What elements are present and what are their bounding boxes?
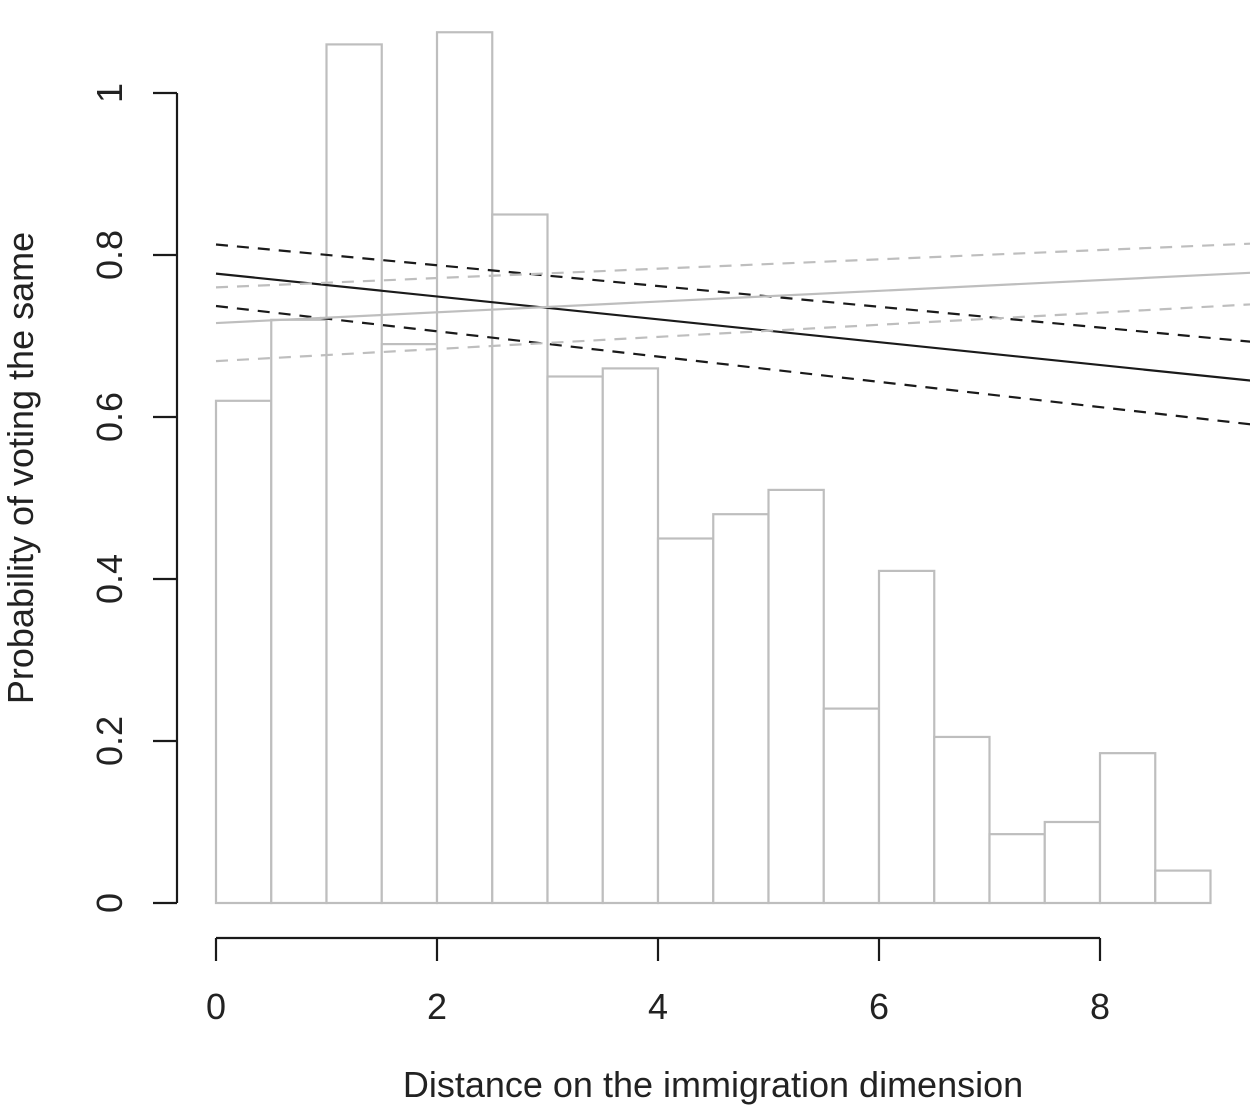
regression-lines	[215, 242, 1250, 426]
histogram-bar	[712, 513, 770, 905]
histogram-bar	[1154, 869, 1212, 905]
histogram-bar	[435, 31, 494, 905]
y-tick-label: 0	[89, 893, 130, 913]
histogram-bar	[491, 213, 549, 905]
fit-line	[215, 271, 1250, 325]
x-tick-label: 6	[869, 986, 889, 1027]
histogram-bar	[1043, 820, 1102, 905]
histogram-bar	[877, 569, 936, 905]
x-axis: 0 2 4 6 8	[206, 936, 1110, 1027]
x-tick-label: 0	[206, 986, 226, 1027]
histogram-bar	[325, 43, 383, 905]
ci-line	[215, 303, 1250, 363]
histogram-bar	[380, 343, 439, 905]
ci-line	[215, 242, 1250, 289]
y-axis-title: Probability of voting the same	[0, 232, 41, 704]
histogram-bar	[601, 367, 660, 905]
x-axis-title: Distance on the immigration dimension	[403, 1064, 1023, 1105]
histogram-bar	[822, 707, 881, 905]
histogram-bar	[546, 375, 604, 905]
x-tick-label: 8	[1090, 986, 1110, 1027]
histogram-bar	[270, 318, 328, 905]
ci-line	[215, 243, 1250, 343]
histogram-bar	[933, 735, 991, 905]
histogram-bars	[214, 31, 1212, 905]
fit-line	[215, 272, 1250, 382]
y-tick-label: 0.4	[89, 554, 130, 604]
x-tick-label: 2	[427, 986, 447, 1027]
histogram-bar	[656, 537, 715, 905]
histogram-bar	[988, 833, 1046, 905]
y-tick-label: 0.2	[89, 716, 130, 766]
histogram-bar	[214, 399, 273, 905]
y-tick-label: 0.8	[89, 230, 130, 280]
histogram-bar	[1098, 752, 1157, 905]
histogram-bar	[767, 488, 825, 905]
x-tick-label: 4	[648, 986, 668, 1027]
y-tick-label: 0.6	[89, 392, 130, 442]
y-axis: 0 0.2 0.4 0.6 0.8 1	[89, 83, 179, 913]
ci-line	[215, 304, 1250, 426]
y-tick-label: 1	[89, 83, 130, 103]
